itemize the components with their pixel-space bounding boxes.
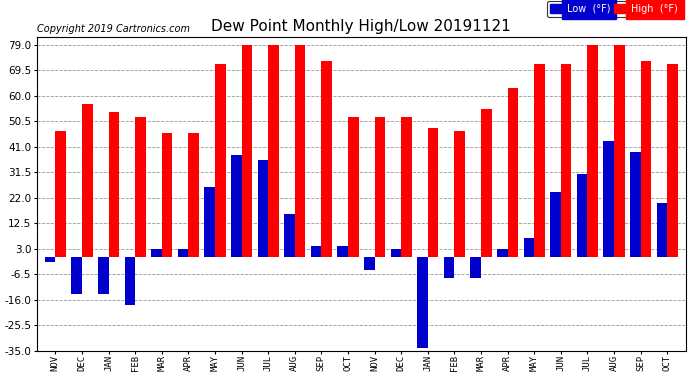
Bar: [550, 192, 561, 257]
Bar: [428, 128, 438, 257]
Bar: [322, 61, 332, 257]
Bar: [268, 45, 279, 257]
Bar: [257, 160, 268, 257]
Bar: [561, 64, 571, 257]
Bar: [455, 130, 465, 257]
Title: Dew Point Monthly High/Low 20191121: Dew Point Monthly High/Low 20191121: [211, 19, 511, 34]
Bar: [82, 104, 92, 257]
Bar: [417, 257, 428, 348]
Bar: [188, 134, 199, 257]
Bar: [667, 64, 678, 257]
Bar: [587, 45, 598, 257]
Bar: [284, 214, 295, 257]
Bar: [55, 130, 66, 257]
Bar: [231, 155, 241, 257]
Bar: [534, 64, 545, 257]
Bar: [71, 257, 82, 294]
Bar: [497, 249, 508, 257]
Bar: [108, 112, 119, 257]
Bar: [577, 174, 587, 257]
Bar: [481, 109, 492, 257]
Bar: [161, 134, 172, 257]
Bar: [135, 117, 146, 257]
Bar: [640, 61, 651, 257]
Bar: [401, 117, 412, 257]
Bar: [508, 88, 518, 257]
Bar: [151, 249, 161, 257]
Bar: [124, 257, 135, 305]
Bar: [348, 117, 359, 257]
Bar: [444, 257, 455, 278]
Text: Copyright 2019 Cartronics.com: Copyright 2019 Cartronics.com: [37, 24, 190, 34]
Bar: [295, 45, 306, 257]
Bar: [45, 257, 55, 262]
Bar: [204, 187, 215, 257]
Bar: [98, 257, 108, 294]
Bar: [215, 64, 226, 257]
Bar: [657, 203, 667, 257]
Bar: [603, 141, 614, 257]
Bar: [630, 152, 640, 257]
Bar: [391, 249, 401, 257]
Bar: [524, 238, 534, 257]
Bar: [337, 246, 348, 257]
Legend: Low  (°F), High  (°F): Low (°F), High (°F): [547, 1, 681, 17]
Bar: [178, 249, 188, 257]
Bar: [471, 257, 481, 278]
Bar: [614, 45, 624, 257]
Bar: [364, 257, 375, 270]
Bar: [310, 246, 322, 257]
Bar: [241, 45, 253, 257]
Bar: [375, 117, 385, 257]
